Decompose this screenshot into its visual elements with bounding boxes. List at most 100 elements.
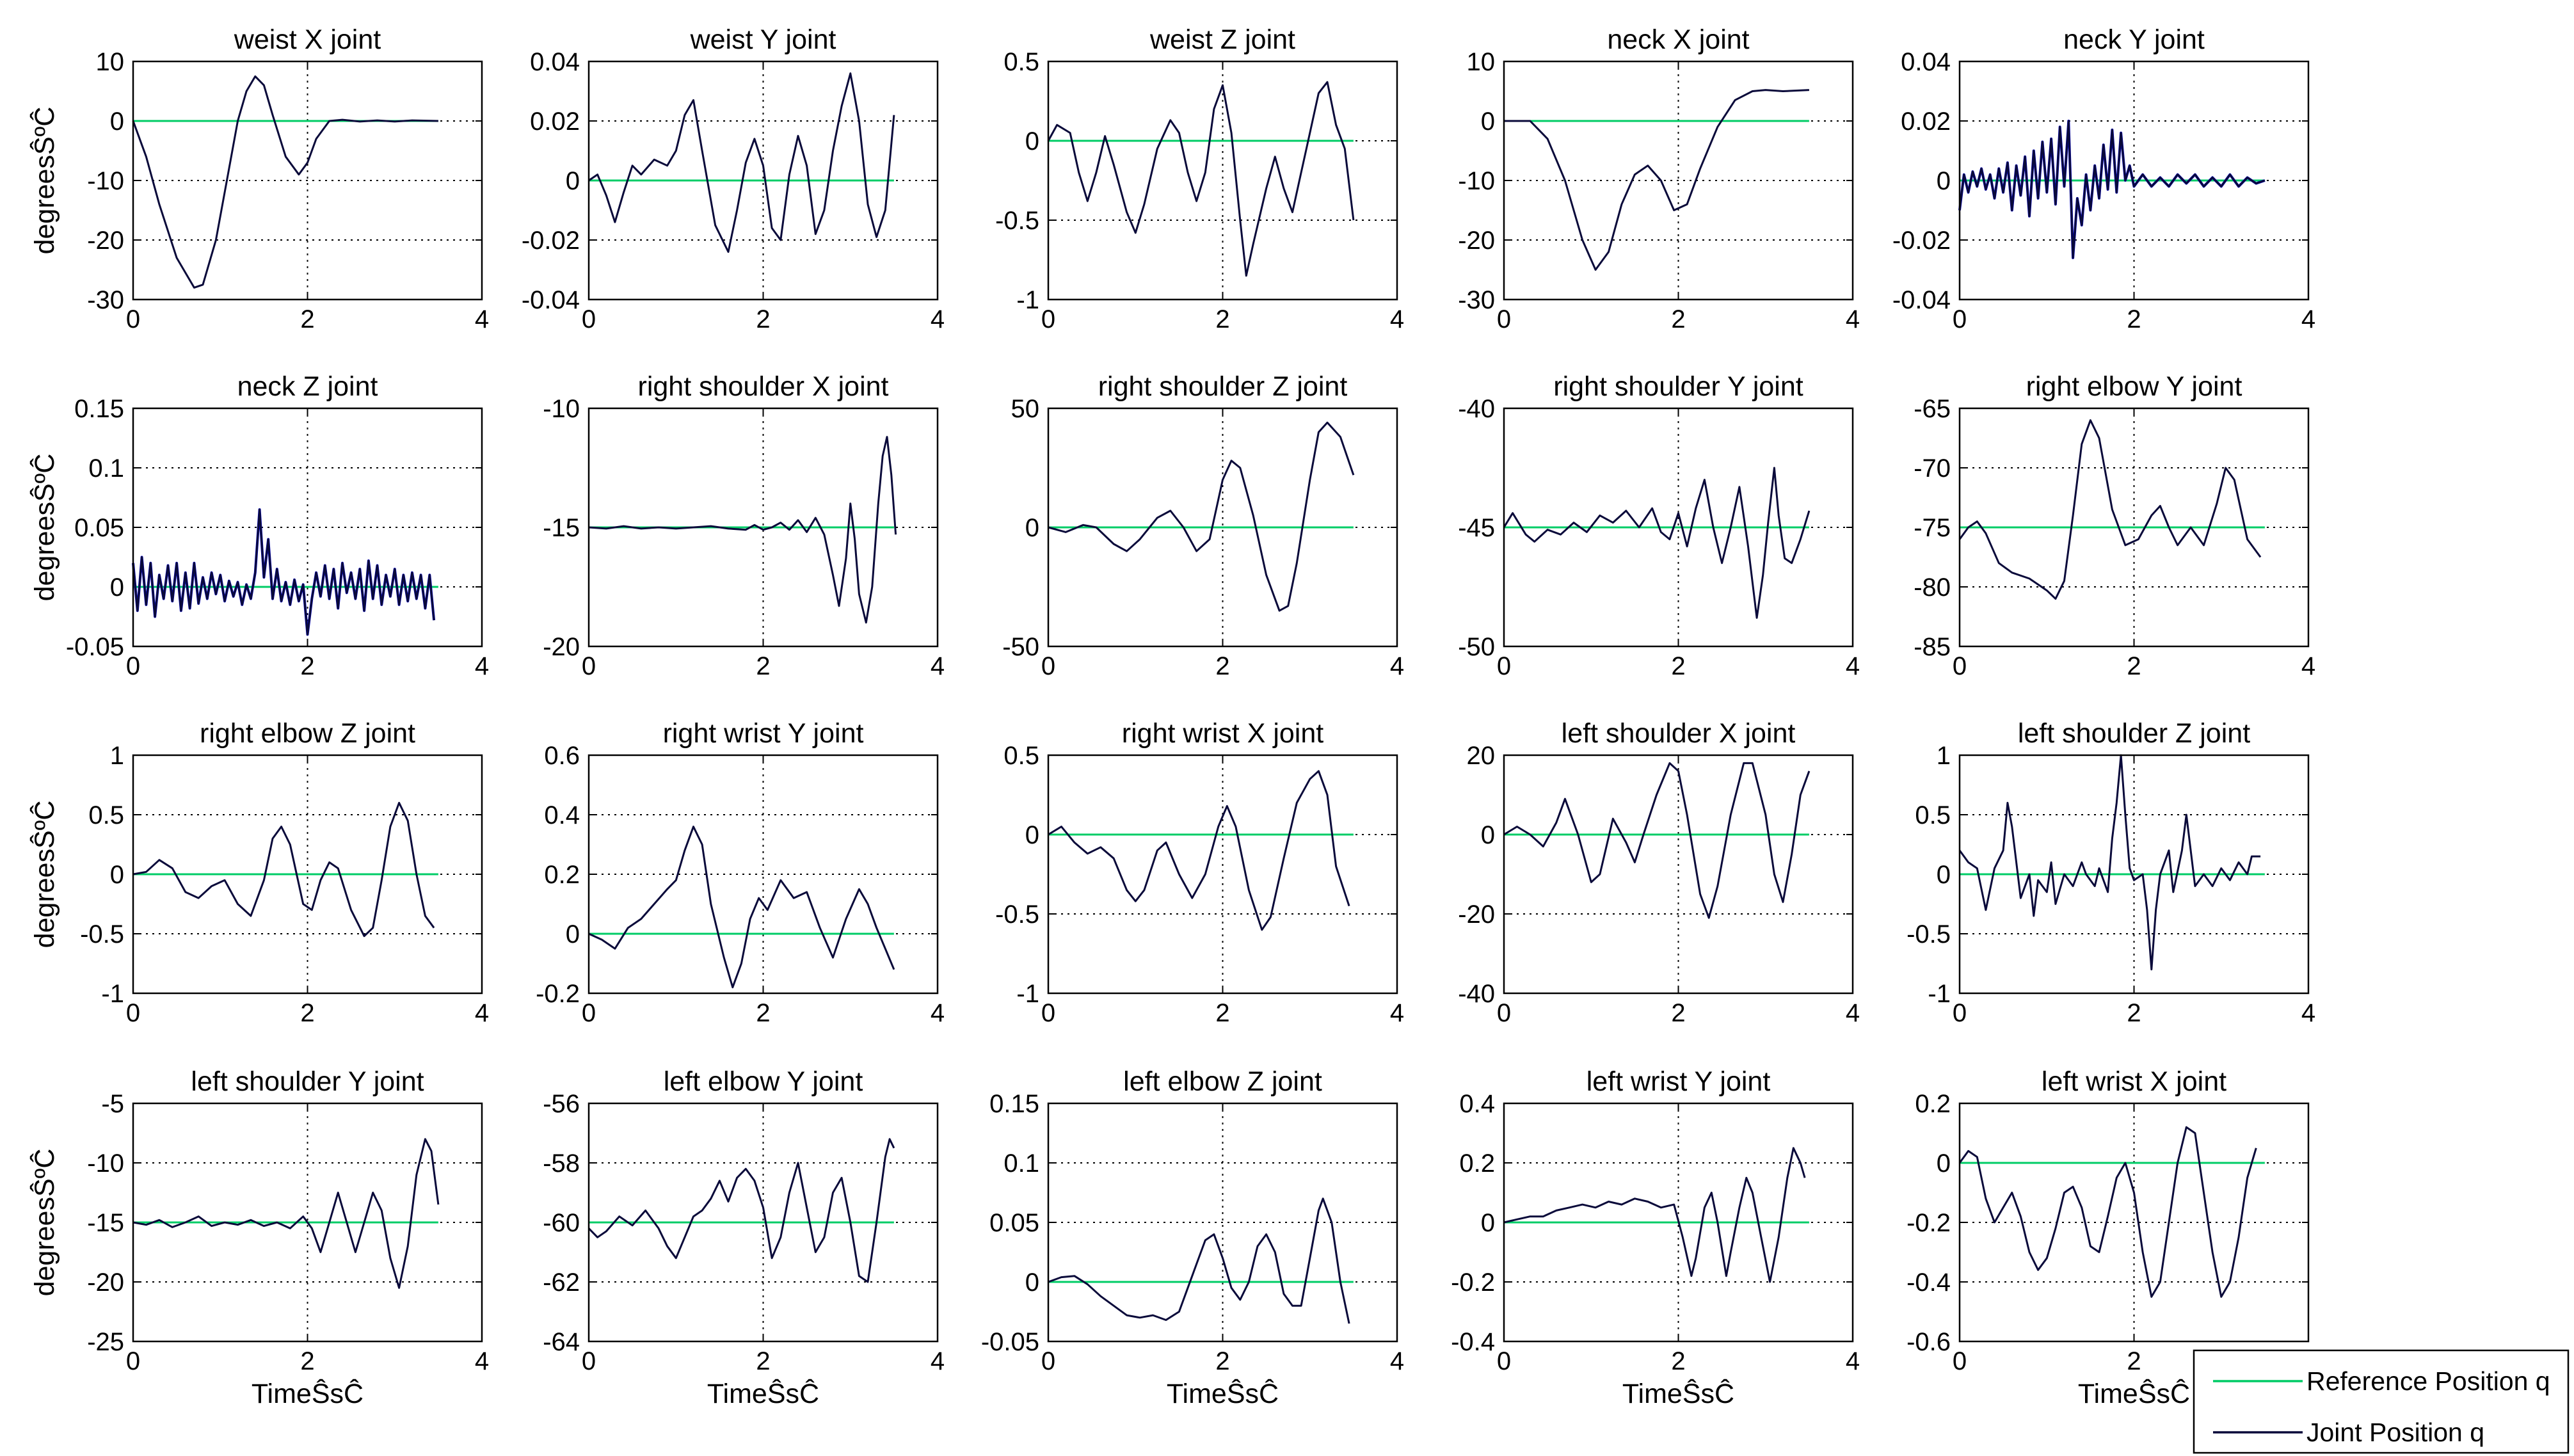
y-tick-label: -0.5 <box>1907 920 1951 948</box>
y-axis-label: degreesŜºĈ <box>29 107 60 255</box>
axes-box <box>588 754 939 995</box>
x-tick-label: 4 <box>931 305 945 333</box>
x-tick-label: 0 <box>126 305 140 333</box>
joint-position-line <box>1048 421 1355 612</box>
subplot-5: 0 2 4 0.04 0.02 0 -0.02 -0.04 neck Y joint <box>1892 24 2315 333</box>
x-tick-label: 2 <box>1671 1347 1685 1375</box>
x-tick-label: 0 <box>1041 652 1055 680</box>
x-tick-label: 0 <box>582 999 596 1027</box>
subplot-title: weist X joint <box>234 24 381 55</box>
x-axis-label: TimeŜsĈ <box>1167 1379 1279 1409</box>
axes-box <box>1958 60 2310 301</box>
y-tick-label: 1 <box>110 742 124 770</box>
y-tick-label: -50 <box>1458 633 1495 661</box>
x-tick-label: 2 <box>1671 305 1685 333</box>
subplot-2: 0 2 4 0.04 0.02 0 -0.02 -0.04 weist Y joint <box>522 24 945 333</box>
axes-box <box>1503 754 1854 995</box>
subplot-14: 0 2 4 20 0 -20 -40 left shoulder X joint <box>1458 718 1860 1027</box>
x-tick-label: 2 <box>756 1347 770 1375</box>
axes-box <box>1503 60 1854 301</box>
subplot-title: neck Z joint <box>237 371 378 402</box>
x-tick-label: 0 <box>126 999 140 1027</box>
y-tick-label: -75 <box>1914 514 1951 542</box>
plot-area <box>1048 755 1397 993</box>
subplot-11: 0 2 4 1 0.5 0 -0.5 -1 right elbow Z joint degrees… <box>29 718 489 1027</box>
x-tick-label: 2 <box>756 652 770 680</box>
y-tick-label: -30 <box>87 286 124 314</box>
y-tick-label: -15 <box>543 514 580 542</box>
subplot-10: 0 2 4 -65 -70 -75 -80 -85 right elbow Y joint <box>1914 371 2315 680</box>
y-tick-label: 0.4 <box>1459 1090 1495 1118</box>
y-tick-label: 0 <box>1937 1149 1951 1178</box>
y-tick-label: -0.4 <box>1907 1268 1951 1297</box>
y-tick-label: -0.2 <box>536 980 580 1008</box>
y-tick-label: -10 <box>87 167 124 195</box>
y-tick-label: 0 <box>1937 167 1951 195</box>
subplot-title: right shoulder Y joint <box>1553 371 1803 402</box>
x-tick-label: 4 <box>2301 652 2315 680</box>
y-tick-label: -0.5 <box>995 207 1039 235</box>
subplot-13: 0 2 4 0.5 0 -0.5 -1 right wrist X joint <box>995 718 1404 1027</box>
x-tick-label: 4 <box>1390 999 1404 1027</box>
y-tick-label: 0.04 <box>530 48 580 76</box>
subplot-title: right elbow Z joint <box>200 718 415 749</box>
y-tick-label: -62 <box>543 1268 580 1297</box>
x-tick-label: 4 <box>2301 305 2315 333</box>
axes-box <box>588 60 939 301</box>
y-tick-label: -10 <box>543 395 580 423</box>
joint-position-line <box>1048 770 1350 931</box>
y-tick-label: -0.04 <box>522 286 580 314</box>
y-tick-label: 0.5 <box>1003 742 1039 770</box>
subplot-17: 0 2 4 -56 -58 -60 -62 -64 left elbow Y joint Time… <box>543 1066 945 1409</box>
joint-position-line <box>132 508 435 636</box>
y-tick-label: -45 <box>1458 514 1495 542</box>
x-axis-label: TimeŜsĈ <box>1622 1379 1734 1409</box>
joint-position-line <box>1047 81 1355 277</box>
y-tick-label: -0.02 <box>1892 227 1951 255</box>
y-tick-label: -0.04 <box>1892 286 1951 314</box>
y-tick-label: 10 <box>96 48 125 76</box>
x-tick-label: 4 <box>475 305 489 333</box>
x-tick-label: 0 <box>1953 305 1967 333</box>
y-tick-label: -0.02 <box>522 227 580 255</box>
axes-box <box>1503 1102 1854 1343</box>
y-tick-label: -0.5 <box>80 920 124 948</box>
subplot-15: 0 2 4 1 0.5 0 -0.5 -1 left shoulder Z joint <box>1907 718 2315 1027</box>
x-tick-label: 0 <box>1953 652 1967 680</box>
x-axis-label: TimeŜsĈ <box>707 1379 819 1409</box>
x-tick-label: 4 <box>1846 652 1860 680</box>
joint-position-line <box>1958 1126 2257 1298</box>
x-tick-label: 2 <box>2127 652 2141 680</box>
x-tick-label: 0 <box>1041 305 1055 333</box>
subplot-title: left shoulder Z joint <box>2018 718 2250 749</box>
y-tick-label: 0.2 <box>544 861 580 889</box>
x-tick-label: 0 <box>582 652 596 680</box>
x-tick-label: 2 <box>300 999 314 1027</box>
x-tick-label: 2 <box>1671 999 1685 1027</box>
axes-box <box>588 407 939 648</box>
y-tick-label: 0.5 <box>1003 48 1039 76</box>
joint-position-line <box>1503 467 1811 619</box>
y-tick-label: 0.4 <box>544 801 580 829</box>
x-tick-label: 2 <box>1215 1347 1229 1375</box>
axes-box <box>132 754 483 995</box>
y-tick-label: 0.6 <box>544 742 580 770</box>
x-tick-label: 2 <box>2127 1347 2141 1375</box>
legend-entry-label: Joint Position q <box>2306 1418 2484 1447</box>
legend: Reference Position q Joint Position q <box>2193 1349 2570 1454</box>
joint-position-line <box>588 436 897 624</box>
subplot-title: neck Y joint <box>2063 24 2205 55</box>
plot-area <box>1048 61 1397 300</box>
joint-position-line <box>1958 419 2262 600</box>
joint-position-line <box>1958 754 2261 971</box>
subplot-title: right wrist X joint <box>1122 718 1323 749</box>
y-tick-label: 0.5 <box>1915 801 1951 829</box>
axes-box <box>1047 1102 1398 1343</box>
subplot-19: 0 2 4 0.4 0.2 0 -0.2 -0.4 left wrist Y joint Time… <box>1451 1066 1860 1409</box>
x-tick-label: 2 <box>1215 999 1229 1027</box>
y-tick-label: 0.5 <box>88 801 124 829</box>
y-tick-label: -1 <box>1016 980 1039 1008</box>
x-tick-label: 4 <box>1846 999 1860 1027</box>
